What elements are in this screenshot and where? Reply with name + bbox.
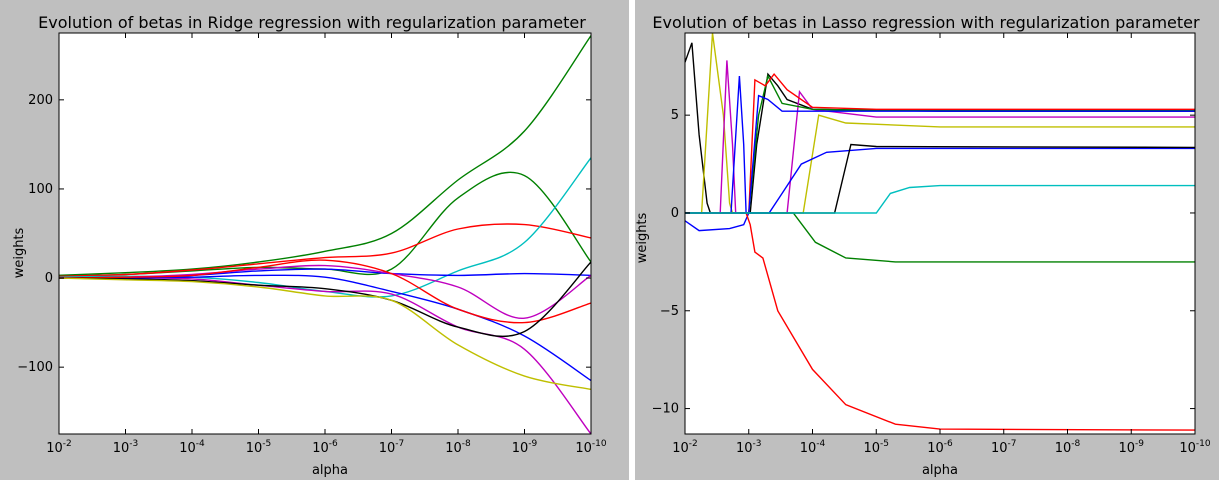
lasso-x-axis-label: alpha: [922, 463, 958, 478]
ridge-chart-panel: Evolution of betas in Ridge regression w…: [0, 0, 629, 480]
plot-area: [685, 33, 1195, 434]
series-line-2: [59, 223, 591, 277]
series-line-8: [59, 259, 591, 324]
ridge-chart-title: Evolution of betas in Ridge regression w…: [38, 13, 586, 32]
ridge-chart: Evolution of betas in Ridge regression w…: [12, 13, 607, 478]
series-group: [685, 33, 1195, 431]
x-tick-label: 10-6: [312, 439, 338, 456]
series-line-6: [59, 274, 591, 382]
y-tick-label: 100: [28, 182, 53, 197]
lasso-chart-panel: Evolution of betas in Lasso regression w…: [635, 0, 1219, 480]
ridge-x-axis-label: alpha: [312, 463, 348, 478]
x-tick-label: 10-5: [246, 439, 272, 456]
lasso-y-axis-label: weights: [635, 212, 650, 263]
x-tick-label: 10-3: [113, 439, 139, 456]
x-tick-label: 10-8: [1055, 439, 1081, 456]
y-tick-label: −10: [652, 402, 679, 417]
x-tick-label: 10-4: [179, 439, 205, 456]
y-tick-label: −100: [17, 360, 53, 375]
y-tick-label: 0: [671, 206, 679, 221]
series-group: [59, 35, 591, 434]
y-tick-label: 0: [45, 271, 53, 286]
x-tick-label: 10-10: [575, 439, 607, 456]
x-tick-label: 10-4: [800, 439, 826, 456]
x-tick-label: 10-10: [1179, 439, 1211, 456]
series-line-9: [59, 261, 591, 338]
x-tick-label: 10-8: [445, 439, 471, 456]
series-line-6: [685, 94, 1195, 232]
y-tick-label: 5: [671, 108, 679, 123]
x-tick-label: 10-2: [672, 439, 698, 456]
x-tick-label: 10-7: [379, 439, 405, 456]
series-line-11: [685, 184, 1195, 214]
lasso-chart: Evolution of betas in Lasso regression w…: [635, 13, 1211, 478]
ridge-y-axis-label: weights: [12, 227, 27, 278]
series-line-0: [59, 35, 591, 277]
lasso-chart-title: Evolution of betas in Lasso regression w…: [652, 13, 1200, 32]
plot-area: [59, 33, 591, 434]
series-line-10: [59, 277, 591, 391]
x-tick-label: 10-5: [863, 439, 889, 456]
series-line-8: [685, 212, 1195, 431]
x-tick-label: 10-2: [46, 439, 72, 456]
x-tick-label: 10-9: [512, 439, 538, 456]
x-tick-label: 10-9: [1118, 439, 1144, 456]
x-tick-label: 10-7: [991, 439, 1017, 456]
series-line-5: [685, 72, 1195, 214]
y-tick-label: 200: [28, 93, 53, 108]
x-tick-label: 10-6: [927, 439, 953, 456]
y-tick-label: −5: [660, 304, 679, 319]
x-tick-label: 10-3: [736, 439, 762, 456]
